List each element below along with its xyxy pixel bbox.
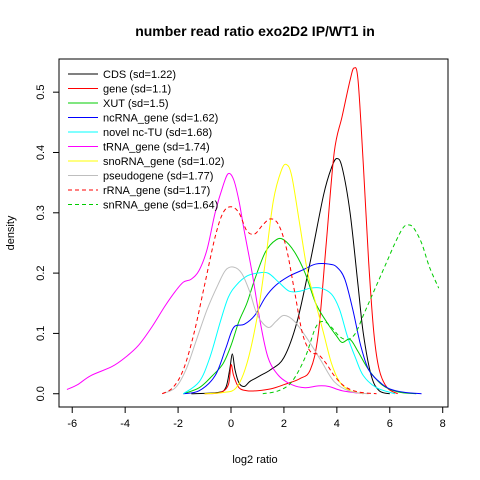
series-line-9 (262, 224, 440, 395)
y-tick-label: 0.1 (35, 326, 47, 341)
y-tick-label: 0.3 (35, 205, 47, 220)
x-tick-label: 0 (228, 418, 234, 430)
x-tick-label: 4 (334, 418, 340, 430)
y-tick-label: 0.4 (35, 145, 47, 160)
series-line-4 (183, 271, 396, 395)
x-tick-label: 6 (387, 418, 393, 430)
legend: CDS (sd=1.22) gene (sd=1.1) XUT (sd=1.5) nc… (68, 69, 224, 212)
legend-label-3: ncRNA_gene (sd=1.62) (103, 113, 218, 125)
y-axis-label: density (5, 215, 17, 250)
x-tick-label: -2 (173, 418, 183, 430)
legend-label-0: CDS (sd=1.22) (103, 69, 176, 81)
plot-frame (58, 58, 449, 408)
legend-label-6: snoRNA_gene (sd=1.02) (103, 156, 224, 168)
legend-label-4: novel nc-TU (sd=1.68) (103, 127, 212, 139)
chart-title: number read ratio exo2D2 IP/WT1 in (135, 23, 375, 39)
x-tick-label: 2 (281, 418, 287, 430)
series-line-7 (161, 266, 369, 395)
series-line-2 (183, 237, 417, 395)
series-line-8 (161, 206, 377, 395)
y-tick-label: 0.5 (35, 85, 47, 100)
series-line-6 (204, 163, 364, 395)
x-axis-label: log2 ratio (232, 454, 277, 466)
legend-label-2: XUT (sd=1.5) (103, 98, 169, 110)
series-line-1 (204, 67, 398, 395)
legend-label-1: gene (sd=1.1) (103, 84, 171, 96)
legend-label-7: pseudogene (sd=1.77) (103, 171, 213, 183)
legend-label-5: tRNA_gene (sd=1.74) (103, 142, 210, 154)
x-tick-label: -6 (67, 418, 77, 430)
series-layer (66, 67, 440, 395)
legend-label-9: snRNA_gene (sd=1.64) (103, 200, 218, 212)
series-line-5 (66, 172, 364, 395)
x-tick-label: -4 (120, 418, 130, 430)
y-tick-label: 0.2 (35, 265, 47, 280)
series-line-3 (183, 262, 422, 395)
x-tick-label: 8 (440, 418, 446, 430)
y-tick-label: 0.0 (35, 386, 47, 401)
x-axis: -6 -4 -2 0 2 4 6 8 (67, 407, 446, 430)
y-axis: 0.0 0.1 0.2 0.3 0.4 0.5 (35, 85, 59, 401)
series-line-0 (191, 158, 390, 395)
legend-label-8: rRNA_gene (sd=1.17) (103, 185, 210, 197)
